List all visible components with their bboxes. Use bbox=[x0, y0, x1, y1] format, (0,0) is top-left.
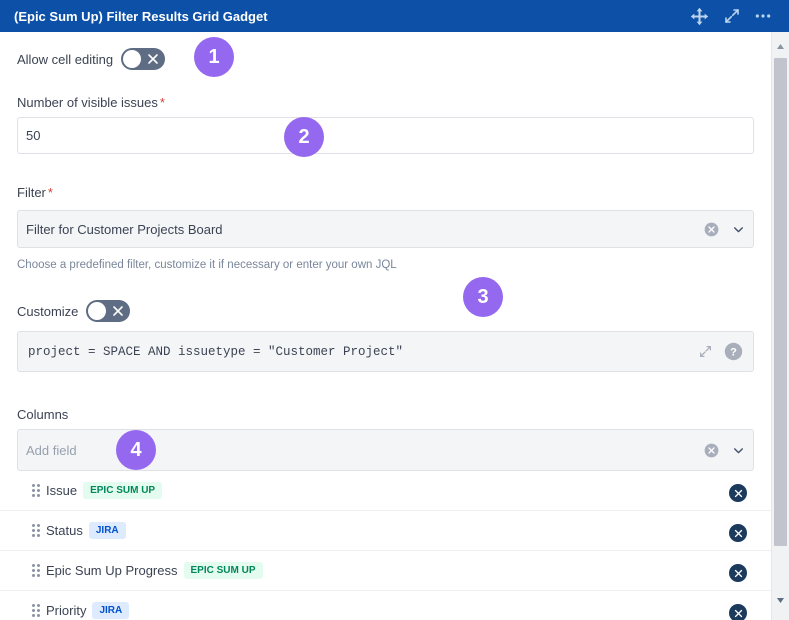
svg-text:?: ? bbox=[730, 346, 737, 358]
